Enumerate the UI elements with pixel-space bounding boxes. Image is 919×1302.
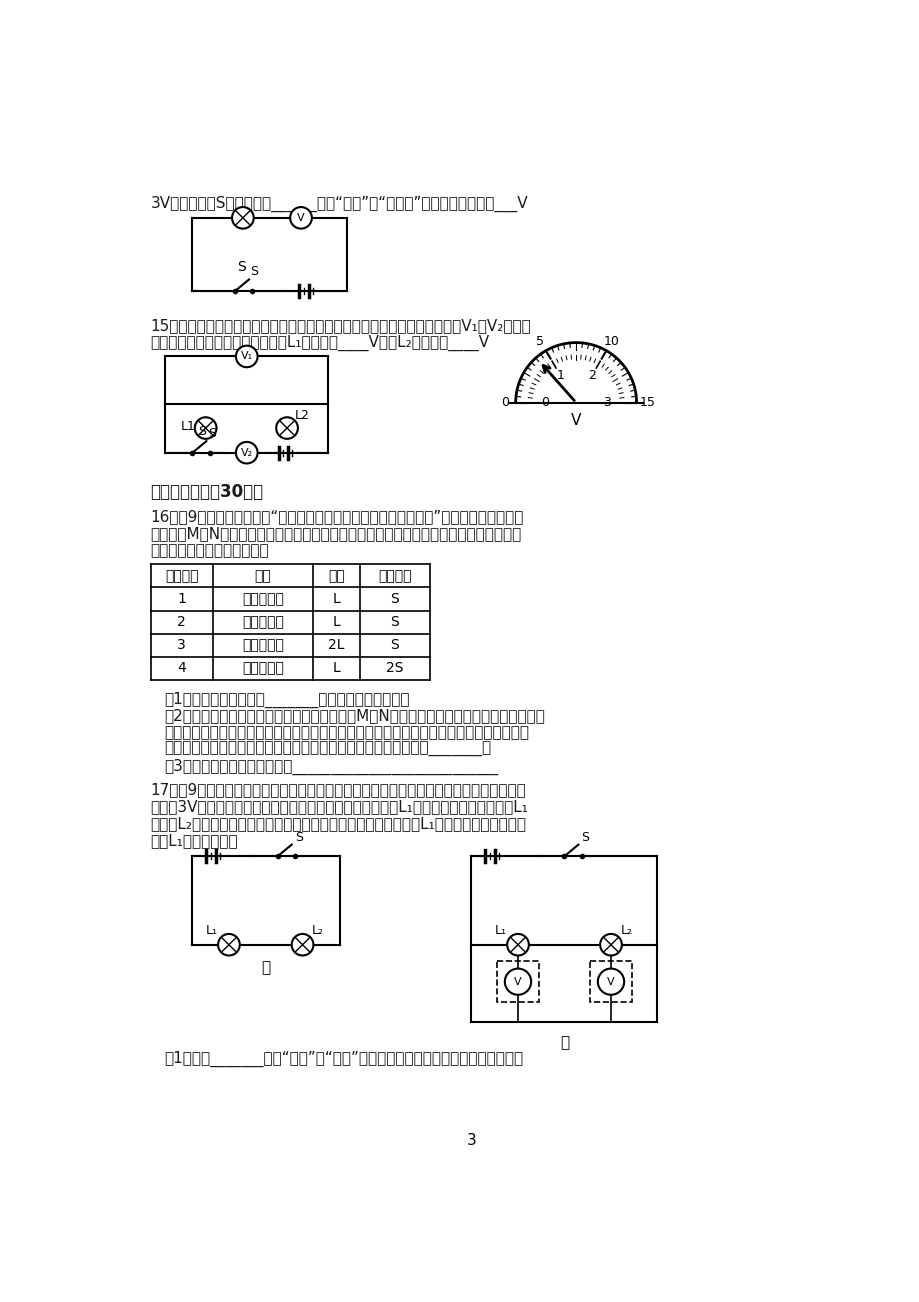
Text: 5: 5 bbox=[536, 335, 544, 348]
Text: L₂: L₂ bbox=[619, 924, 632, 937]
Text: 可能L₁处发生短路。: 可能L₁处发生短路。 bbox=[151, 833, 238, 848]
Text: 镍钓合金丝: 镍钓合金丝 bbox=[242, 661, 284, 676]
Text: 1: 1 bbox=[556, 370, 564, 383]
Text: 16、（9分）李智和周慧做“探究导体电阴大小与导体横截面积关系”的实验。他们准备在: 16、（9分）李智和周慧做“探究导体电阴大小与导体横截面积关系”的实验。他们准备… bbox=[151, 509, 524, 523]
Circle shape bbox=[597, 969, 623, 995]
Text: L1: L1 bbox=[181, 421, 196, 434]
Text: 0: 0 bbox=[500, 396, 508, 409]
Text: L₁: L₁ bbox=[206, 924, 218, 937]
Circle shape bbox=[291, 934, 313, 956]
Text: V: V bbox=[571, 414, 581, 428]
Text: 三、实验题（共30分）: 三、实验题（共30分） bbox=[151, 483, 264, 501]
Text: 3V。闭合开关S后，小灯泡______（填“发光”或“不发光”）电压表的示数为___V: 3V。闭合开关S后，小灯泡______（填“发光”或“不发光”）电压表的示数为_… bbox=[151, 197, 528, 212]
Text: 3: 3 bbox=[466, 1133, 476, 1148]
Text: 响，待用电阴丝的规格如下：: 响，待用电阴丝的规格如下： bbox=[151, 543, 269, 557]
Text: S: S bbox=[390, 615, 399, 629]
Text: 1: 1 bbox=[177, 592, 186, 605]
Text: L: L bbox=[333, 615, 340, 629]
Text: 2: 2 bbox=[587, 370, 595, 383]
Text: 电压为3V，闭合开关后，两灯发光。此时，一同学不小心把L₁的玻璃外壳打破了，结果L₁: 电压为3V，闭合开关后，两灯发光。此时，一同学不小心把L₁的玻璃外壳打破了，结果… bbox=[151, 799, 528, 814]
Text: 甲: 甲 bbox=[261, 960, 270, 975]
Circle shape bbox=[235, 345, 257, 367]
Circle shape bbox=[276, 417, 298, 439]
Text: （1）根据_______（填“串联”或“并联”）电路的特点，可知猜想一是不正确的。: （1）根据_______（填“串联”或“并联”）电路的特点，可知猜想一是不正确的… bbox=[165, 1051, 523, 1068]
Circle shape bbox=[235, 441, 257, 464]
Text: 0: 0 bbox=[540, 396, 549, 409]
Circle shape bbox=[195, 417, 216, 439]
Text: S: S bbox=[237, 260, 245, 273]
Text: S: S bbox=[390, 592, 399, 605]
Text: 2S: 2S bbox=[386, 661, 403, 676]
Text: V: V bbox=[514, 976, 521, 987]
Text: 导体编号: 导体编号 bbox=[165, 569, 199, 583]
Text: V₁: V₁ bbox=[241, 352, 253, 362]
Text: （3）本实验采用的研究方法是___________________________: （3）本实验采用的研究方法是__________________________… bbox=[165, 759, 498, 776]
Text: 锴销合金丝: 锴销合金丝 bbox=[242, 615, 284, 629]
Text: S: S bbox=[294, 831, 302, 844]
Text: 15、如左图所示的电路中，电压表所用的量程不明，当电路闭合后，电压表V₁和V₂的指针: 15、如左图所示的电路中，电压表所用的量程不明，当电路闭合后，电压表V₁和V₂的… bbox=[151, 318, 531, 333]
Text: 3: 3 bbox=[603, 396, 610, 409]
Text: 偏转角度相同，如右图所示。则灯L₁的电压为____V，灯L₂的电压为____V: 偏转角度相同，如右图所示。则灯L₁的电压为____V，灯L₂的电压为____V bbox=[151, 335, 489, 352]
Circle shape bbox=[599, 934, 621, 956]
Text: 的示数小于第二次的示数，说明第二次接入电路的电阴丝的电阴值_______。: 的示数小于第二次的示数，说明第二次接入电路的电阴丝的电阴值_______。 bbox=[165, 742, 491, 758]
Text: 镍钓合金丝: 镍钓合金丝 bbox=[242, 638, 284, 652]
Text: S: S bbox=[199, 424, 207, 437]
Text: 镍钓合金丝: 镍钓合金丝 bbox=[242, 592, 284, 605]
Text: 息灯，L₂却更亮了。这是为什么呢？他们提出猜想：猜想一：可能L₁处发生开路；猜想二：: 息灯，L₂却更亮了。这是为什么呢？他们提出猜想：猜想一：可能L₁处发生开路；猜想… bbox=[151, 816, 526, 831]
Text: 长度: 长度 bbox=[328, 569, 345, 583]
Text: 横截面积: 横截面积 bbox=[378, 569, 411, 583]
Circle shape bbox=[505, 969, 530, 995]
Circle shape bbox=[289, 207, 312, 229]
Text: L₂: L₂ bbox=[312, 924, 323, 937]
Text: （1）他们应选择编号为_______的两根电阴丝来探究；: （1）他们应选择编号为_______的两根电阴丝来探究； bbox=[165, 691, 410, 707]
Text: S: S bbox=[250, 264, 258, 277]
Text: （2）正确选择后，他们将所选电阴丝分别接入M、N两点间，闭合开关，通过观察灯泡的亮: （2）正确选择后，他们将所选电阴丝分别接入M、N两点间，闭合开关，通过观察灯泡的… bbox=[165, 708, 545, 724]
Text: L2: L2 bbox=[295, 409, 310, 422]
Text: 材料: 材料 bbox=[255, 569, 271, 583]
Text: 15: 15 bbox=[639, 396, 654, 409]
Text: 2L: 2L bbox=[328, 638, 345, 652]
Text: 4: 4 bbox=[177, 661, 186, 676]
Text: 下图中的M、N两点间接入待研究的电阴丝，电源电压恒定，忽略灯丝电阴随温度变化的影: 下图中的M、N两点间接入待研究的电阴丝，电源电压恒定，忽略灯丝电阴随温度变化的影 bbox=[151, 526, 521, 540]
Circle shape bbox=[232, 207, 254, 229]
Circle shape bbox=[218, 934, 240, 956]
Text: 10: 10 bbox=[603, 335, 619, 348]
Text: L: L bbox=[333, 592, 340, 605]
Text: V: V bbox=[297, 212, 304, 223]
Text: 2: 2 bbox=[177, 615, 186, 629]
Text: S: S bbox=[208, 427, 216, 440]
Text: 17、（9分）实验课上，同学们把两个相同规格的小灯泡连接在如图甲所示的电路中，电源: 17、（9分）实验课上，同学们把两个相同规格的小灯泡连接在如图甲所示的电路中，电… bbox=[151, 783, 526, 797]
Text: 乙: 乙 bbox=[560, 1035, 569, 1051]
Text: 3: 3 bbox=[177, 638, 186, 652]
Text: L₁: L₁ bbox=[494, 924, 506, 937]
Text: V: V bbox=[607, 976, 614, 987]
Text: V₂: V₂ bbox=[241, 448, 253, 458]
Text: S: S bbox=[390, 638, 399, 652]
Text: L: L bbox=[333, 661, 340, 676]
Text: S: S bbox=[581, 831, 589, 844]
Circle shape bbox=[506, 934, 528, 956]
Text: 暗或电流表的示数来比较电阴丝电阴的大小。实验中，两次电流表指针均有偏转，但第一次: 暗或电流表的示数来比较电阴丝电阴的大小。实验中，两次电流表指针均有偏转，但第一次 bbox=[165, 725, 529, 741]
